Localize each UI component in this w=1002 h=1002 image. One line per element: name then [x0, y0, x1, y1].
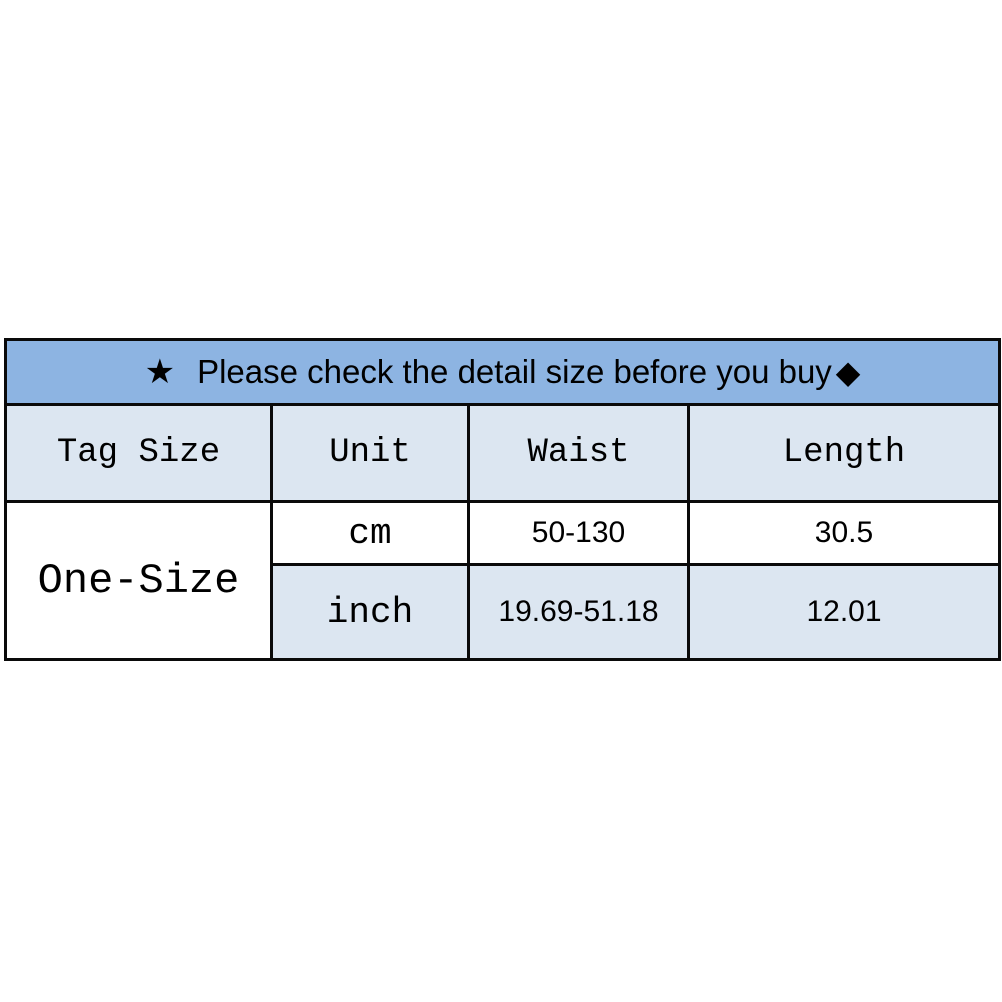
banner: ★ Please check the detail size before you…: [4, 338, 1001, 406]
table-row-inch: inch 19.69-51.18 12.01: [6, 563, 1001, 661]
waist-cm-value: 50-130: [467, 500, 690, 566]
banner-row: ★ Please check the detail size before you…: [4, 338, 1001, 406]
banner-text: Please check the detail size before you …: [197, 353, 832, 390]
length-inch-value: 12.01: [687, 563, 1001, 661]
waist-inch-value: 19.69-51.18: [467, 563, 690, 661]
unit-cm: cm: [270, 500, 470, 566]
length-cm-value: 30.5: [687, 500, 1001, 566]
column-header-tag-size: Tag Size: [4, 403, 273, 503]
diamond-icon: ◆: [835, 354, 861, 390]
star-icon: ★: [144, 353, 176, 391]
column-header-waist: Waist: [467, 403, 690, 503]
tag-size-value: One-Size: [4, 500, 273, 661]
column-header-unit: Unit: [270, 403, 470, 503]
column-header-length: Length: [687, 403, 1001, 503]
table-row-cm: One-Size cm 50-130 30.5: [4, 500, 1001, 661]
column-header-row: Tag Size Unit Waist Length: [4, 403, 1001, 503]
unit-inch: inch: [270, 563, 470, 661]
size-chart-table: ★ Please check the detail size before you…: [4, 338, 1001, 661]
